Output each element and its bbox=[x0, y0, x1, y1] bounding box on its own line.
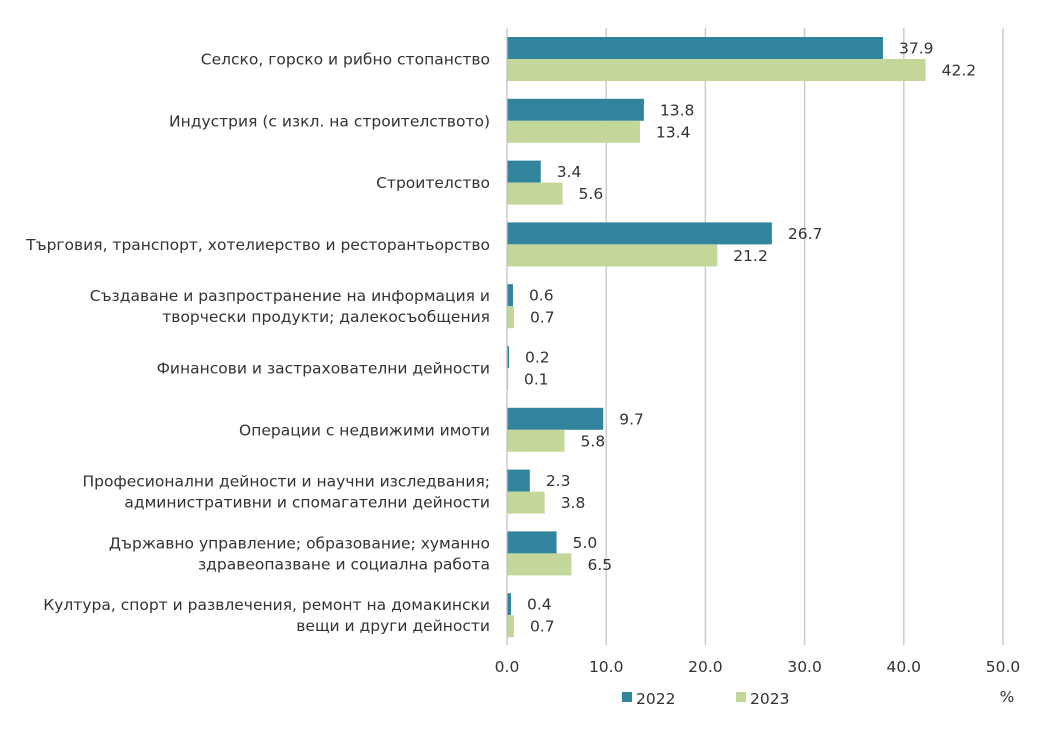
legend-swatch-2022 bbox=[622, 692, 632, 702]
category-label-9-line-0: Култура, спорт и развлечения, ремонт на … bbox=[43, 596, 490, 614]
bar-2023-4 bbox=[507, 306, 514, 329]
value-label-2022-7: 2.3 bbox=[546, 472, 571, 490]
category-label-8-line-1: здравеопазване и социална работа bbox=[198, 555, 490, 573]
bar-2023-7 bbox=[507, 491, 545, 514]
category-label-7-line-0: Професионални дейности и научни изследва… bbox=[83, 473, 491, 491]
legend-label-2023: 2023 bbox=[750, 690, 789, 708]
x-tick-label-1: 10.0 bbox=[589, 658, 624, 676]
bar-2022-3 bbox=[507, 222, 772, 245]
bar-2022-5 bbox=[507, 346, 509, 368]
bar-2023-6 bbox=[507, 429, 565, 452]
value-label-2023-1: 13.4 bbox=[656, 123, 691, 141]
value-label-2023-3: 21.2 bbox=[733, 247, 768, 265]
x-tick-label-0: 0.0 bbox=[495, 658, 520, 676]
legend-swatch-2023 bbox=[736, 692, 746, 702]
value-label-2022-5: 0.2 bbox=[525, 349, 550, 367]
value-label-2022-9: 0.4 bbox=[527, 596, 552, 614]
bar-2022-6 bbox=[507, 407, 604, 430]
bar-2023-9 bbox=[507, 615, 514, 638]
value-label-2022-4: 0.6 bbox=[529, 287, 554, 305]
bar-2022-0 bbox=[507, 37, 883, 59]
bar-2023-3 bbox=[507, 244, 718, 267]
category-label-9-line-1: вещи и други дейности bbox=[296, 617, 490, 635]
bar-2022-7 bbox=[507, 469, 530, 492]
bar-2022-9 bbox=[507, 593, 511, 616]
value-label-2023-4: 0.7 bbox=[530, 309, 555, 327]
bar-2022-4 bbox=[507, 284, 513, 307]
category-label-0: Селско, горско и рибно стопанство bbox=[201, 51, 490, 69]
category-label-2: Строителство bbox=[376, 174, 490, 192]
value-label-2022-2: 3.4 bbox=[557, 163, 582, 181]
bar-2022-8 bbox=[507, 531, 557, 554]
value-label-2022-6: 9.7 bbox=[619, 410, 644, 428]
category-label-4-line-0: Създаване и разпространение на информаци… bbox=[90, 287, 490, 305]
bar-2023-2 bbox=[507, 182, 563, 205]
value-label-2022-3: 26.7 bbox=[788, 225, 823, 243]
x-tick-label-2: 20.0 bbox=[688, 658, 723, 676]
bar-2023-0 bbox=[507, 59, 926, 81]
value-label-2022-8: 5.0 bbox=[573, 534, 598, 552]
value-label-2023-6: 5.8 bbox=[581, 432, 606, 450]
category-label-4-line-1: творчески продукти; далекосъобщения bbox=[162, 308, 490, 326]
category-label-8-line-0: Държавно управление; образование; хуманн… bbox=[109, 534, 490, 552]
x-tick-label-5: 50.0 bbox=[986, 658, 1021, 676]
bar-2022-1 bbox=[507, 98, 644, 121]
value-label-2022-1: 13.8 bbox=[660, 101, 695, 119]
category-label-7-line-1: административни и спомагателни дейности bbox=[124, 494, 490, 512]
legend-label-2022: 2022 bbox=[636, 690, 675, 708]
value-label-2023-7: 3.8 bbox=[561, 494, 586, 512]
bar-2023-8 bbox=[507, 553, 572, 576]
value-label-2023-9: 0.7 bbox=[530, 618, 555, 636]
value-label-2023-0: 42.2 bbox=[942, 62, 977, 80]
value-label-2023-8: 6.5 bbox=[587, 556, 612, 574]
value-label-2022-0: 37.9 bbox=[899, 40, 934, 58]
category-label-1: Индустрия (с изкл. на строителството) bbox=[169, 112, 490, 130]
category-label-3: Търговия, транспорт, хотелиерство и рест… bbox=[25, 236, 490, 254]
x-unit-label: % bbox=[1000, 688, 1015, 706]
category-label-6: Операции с недвижими имоти bbox=[239, 421, 490, 439]
category-label-5: Финансови и застрахователни дейности bbox=[157, 360, 490, 378]
value-label-2023-5: 0.1 bbox=[524, 371, 549, 389]
x-tick-label-3: 30.0 bbox=[787, 658, 822, 676]
value-label-2023-2: 5.6 bbox=[579, 185, 604, 203]
bar-2023-1 bbox=[507, 120, 640, 143]
bar-2022-2 bbox=[507, 160, 541, 183]
x-tick-label-4: 40.0 bbox=[887, 658, 922, 676]
